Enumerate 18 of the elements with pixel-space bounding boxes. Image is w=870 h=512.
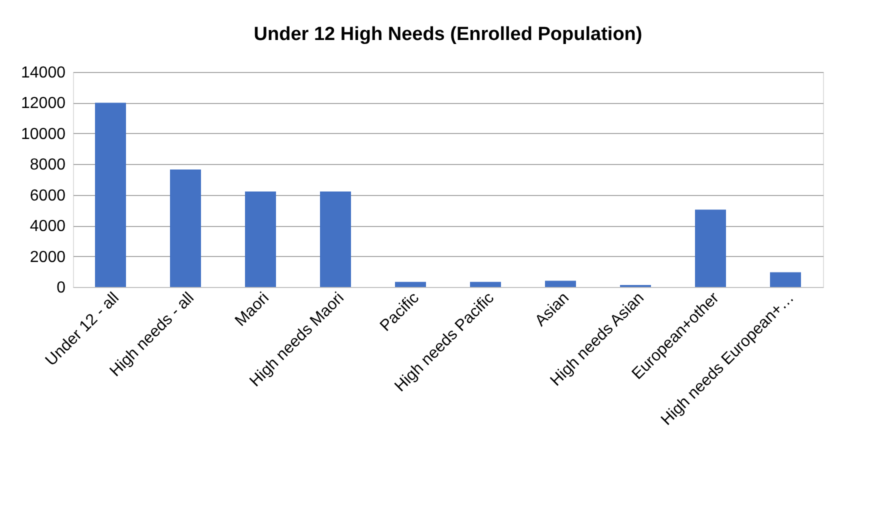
chart-title: Under 12 High Needs (Enrolled Population) (254, 24, 642, 45)
y-tick-label: 4000 (30, 218, 66, 236)
y-tick-label: 12000 (21, 95, 66, 112)
y-tick-label: 10000 (21, 126, 66, 143)
bar (395, 282, 426, 287)
y-tick-label: 6000 (30, 187, 66, 204)
bar (695, 210, 726, 287)
bar (170, 170, 201, 287)
bar (95, 102, 126, 287)
bar (470, 282, 501, 287)
bar (545, 280, 576, 287)
bar (245, 191, 276, 287)
y-tick-label: 2000 (30, 248, 66, 266)
bar (770, 272, 801, 287)
y-tick-label: 14000 (21, 64, 66, 82)
y-tick-label: 0 (56, 280, 66, 296)
y-tick-label: 8000 (30, 156, 66, 174)
bar (320, 191, 351, 287)
